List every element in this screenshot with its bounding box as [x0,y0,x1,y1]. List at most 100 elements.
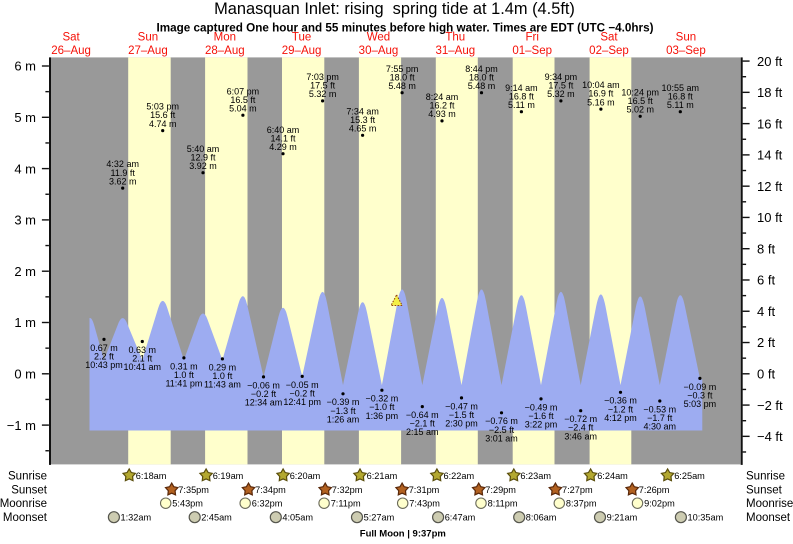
svg-text:0.63 m: 0.63 m [129,345,157,355]
svg-text:Wed: Wed [367,32,390,44]
svg-text:0.31 m: 0.31 m [170,361,198,371]
svg-text:16 ft: 16 ft [757,116,783,131]
svg-text:Sunset: Sunset [746,485,783,497]
svg-text:4:05am: 4:05am [282,513,313,523]
svg-text:7:03 pm: 7:03 pm [306,72,339,82]
svg-text:16.8 ft: 16.8 ft [668,91,694,101]
svg-text:6 m: 6 m [14,59,36,74]
svg-text:−0.72 m: −0.72 m [564,414,597,424]
svg-text:4.29 m: 4.29 m [269,142,297,152]
svg-text:27–Aug: 27–Aug [128,45,168,57]
svg-text:7:35pm: 7:35pm [178,485,209,495]
svg-text:6:32pm: 6:32pm [252,499,283,509]
svg-text:10:04 am: 10:04 am [582,80,620,90]
svg-text:5:03 pm: 5:03 pm [684,399,717,409]
svg-text:Sat: Sat [62,32,80,44]
svg-text:−1.7 ft: −1.7 ft [647,413,673,423]
svg-text:1.0 ft: 1.0 ft [174,370,195,380]
svg-text:5:03 pm: 5:03 pm [146,102,179,112]
svg-text:26–Aug: 26–Aug [51,45,91,57]
svg-text:−1 m: −1 m [7,418,36,433]
svg-text:14 ft: 14 ft [757,148,783,163]
svg-text:Moonrise: Moonrise [746,498,793,510]
svg-text:10 ft: 10 ft [757,210,783,225]
svg-text:Sun: Sun [138,32,158,44]
svg-text:6:07 pm: 6:07 pm [227,86,260,96]
svg-text:5.16 m: 5.16 m [587,97,615,107]
svg-text:16.9 ft: 16.9 ft [588,89,614,99]
svg-text:−0.53 m: −0.53 m [643,404,676,414]
svg-text:7:11pm: 7:11pm [331,499,361,509]
svg-text:−1.0 ft: −1.0 ft [369,402,395,412]
svg-text:6:24am: 6:24am [597,471,628,481]
svg-text:−0.49 m: −0.49 m [525,402,558,412]
svg-text:7:29pm: 7:29pm [485,485,516,495]
svg-text:6:18am: 6:18am [136,471,167,481]
svg-text:5.32 m: 5.32 m [309,89,337,99]
svg-text:31–Aug: 31–Aug [435,45,475,57]
svg-text:7:32pm: 7:32pm [332,485,363,495]
svg-text:6:21am: 6:21am [367,471,398,481]
svg-text:2 m: 2 m [14,264,36,279]
svg-text:28–Aug: 28–Aug [205,45,245,57]
svg-text:−0.76 m: −0.76 m [485,416,518,426]
svg-text:5:43pm: 5:43pm [172,499,203,509]
svg-text:−0.36 m: −0.36 m [604,396,637,406]
svg-text:3:22 pm: 3:22 pm [525,420,558,430]
svg-text:4:30 am: 4:30 am [644,422,677,432]
svg-text:6:40 am: 6:40 am [267,125,300,135]
svg-text:12:34 am: 12:34 am [245,398,283,408]
svg-text:Tue: Tue [292,32,311,44]
svg-text:Image captured One hour and 55: Image captured One hour and 55 minutes b… [157,21,654,34]
svg-text:17.5 ft: 17.5 ft [310,81,336,91]
svg-text:1:26 am: 1:26 am [327,414,360,424]
svg-text:4 ft: 4 ft [757,304,775,319]
svg-text:5.48 m: 5.48 m [388,81,416,91]
svg-text:0.29 m: 0.29 m [209,362,237,372]
svg-text:2 ft: 2 ft [757,335,775,350]
svg-text:7:27pm: 7:27pm [562,485,593,495]
svg-text:Sunrise: Sunrise [8,470,47,482]
svg-text:10:43 pm: 10:43 pm [85,360,123,370]
svg-text:3:46 am: 3:46 am [564,431,597,441]
svg-text:1 m: 1 m [14,315,36,330]
svg-text:17.5 ft: 17.5 ft [548,81,574,91]
svg-text:−0.09 m: −0.09 m [684,382,717,392]
svg-text:3.62 m: 3.62 m [109,176,137,186]
svg-text:02–Sep: 02–Sep [589,45,629,57]
svg-text:−1.2 ft: −1.2 ft [608,404,634,414]
svg-text:7:26pm: 7:26pm [639,485,670,495]
svg-text:18.0 ft: 18.0 ft [469,72,495,82]
svg-text:12.9 ft: 12.9 ft [190,152,216,162]
svg-text:−0.05 m: −0.05 m [286,380,319,390]
svg-text:8:24 am: 8:24 am [426,92,459,102]
svg-text:15.3 ft: 15.3 ft [350,115,376,125]
svg-text:4:12 pm: 4:12 pm [604,413,637,423]
svg-text:10:24 pm: 10:24 pm [621,87,659,97]
svg-text:11:43 am: 11:43 am [204,380,241,390]
svg-text:1.0 ft: 1.0 ft [212,371,233,381]
svg-text:2.2 ft: 2.2 ft [94,351,115,361]
svg-text:18 ft: 18 ft [757,85,783,100]
svg-text:2:45am: 2:45am [201,513,232,523]
svg-text:−0.39 m: −0.39 m [327,397,360,407]
svg-text:11:41 pm: 11:41 pm [165,379,202,389]
svg-text:Sunset: Sunset [11,485,48,497]
svg-text:−0.32 m: −0.32 m [366,394,399,404]
svg-text:6:23am: 6:23am [520,471,551,481]
svg-text:0 ft: 0 ft [757,367,775,382]
svg-text:5:40 am: 5:40 am [187,144,220,154]
svg-text:0 m: 0 m [14,367,36,382]
svg-text:2:15 am: 2:15 am [406,427,439,437]
svg-text:6:20am: 6:20am [290,471,321,481]
svg-text:5:27am: 5:27am [364,513,395,523]
svg-text:−1.5 ft: −1.5 ft [449,410,475,420]
svg-text:Fri: Fri [525,32,538,44]
svg-text:6:47am: 6:47am [445,513,476,523]
svg-text:10:55 am: 10:55 am [662,83,700,93]
svg-text:5.32 m: 5.32 m [547,89,575,99]
svg-text:6:25am: 6:25am [674,471,705,481]
svg-text:8:06am: 8:06am [526,513,557,523]
svg-text:7:31pm: 7:31pm [409,485,440,495]
svg-text:5.11 m: 5.11 m [508,100,535,110]
